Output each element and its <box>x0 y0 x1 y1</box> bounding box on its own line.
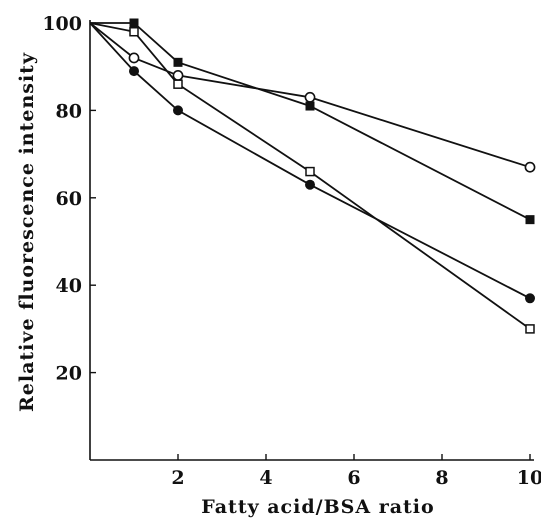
x-tick-label: 2 <box>171 467 184 489</box>
data-point-open-circle <box>128 52 140 64</box>
series-line-filled-square <box>90 22 531 221</box>
x-axis-title: Fatty acid/BSA ratio <box>201 496 434 518</box>
y-tick-label: 100 <box>42 13 82 35</box>
data-point-open-square <box>305 166 315 177</box>
data-point-filled-circle <box>525 293 535 304</box>
x-tick-label: 8 <box>435 467 448 489</box>
data-point-open-circle <box>304 91 316 103</box>
x-tick-label: 4 <box>259 467 272 489</box>
tick-labels: 20 40 60 80 100 2 4 6 8 10 <box>42 13 541 489</box>
y-tick-label: 40 <box>56 275 82 297</box>
x-tick-label: 10 <box>517 467 541 489</box>
data-point-filled-square <box>129 18 139 28</box>
data-point-open-square <box>173 79 183 89</box>
data-point-open-square <box>525 324 535 334</box>
data-point-filled-square <box>173 57 183 67</box>
data-point-open-square <box>129 26 139 37</box>
y-tick-label: 60 <box>56 188 82 210</box>
data-point-open-circle <box>172 70 184 81</box>
data-point-filled-square <box>525 215 535 225</box>
data-point-filled-square <box>305 101 315 111</box>
data-point-filled-circle <box>305 179 315 190</box>
data-point-filled-circle <box>173 105 183 116</box>
y-axis-title: Relative fluorescence intensity <box>16 52 38 412</box>
axes <box>89 20 534 461</box>
x-tick-label: 6 <box>347 467 360 489</box>
y-tick-label: 20 <box>56 363 82 385</box>
y-tick-label: 80 <box>56 100 82 122</box>
series-line-filled-circle <box>89 22 531 300</box>
series-markers <box>128 18 536 334</box>
data-point-filled-circle <box>129 66 139 77</box>
data-point-open-circle <box>524 161 536 173</box>
